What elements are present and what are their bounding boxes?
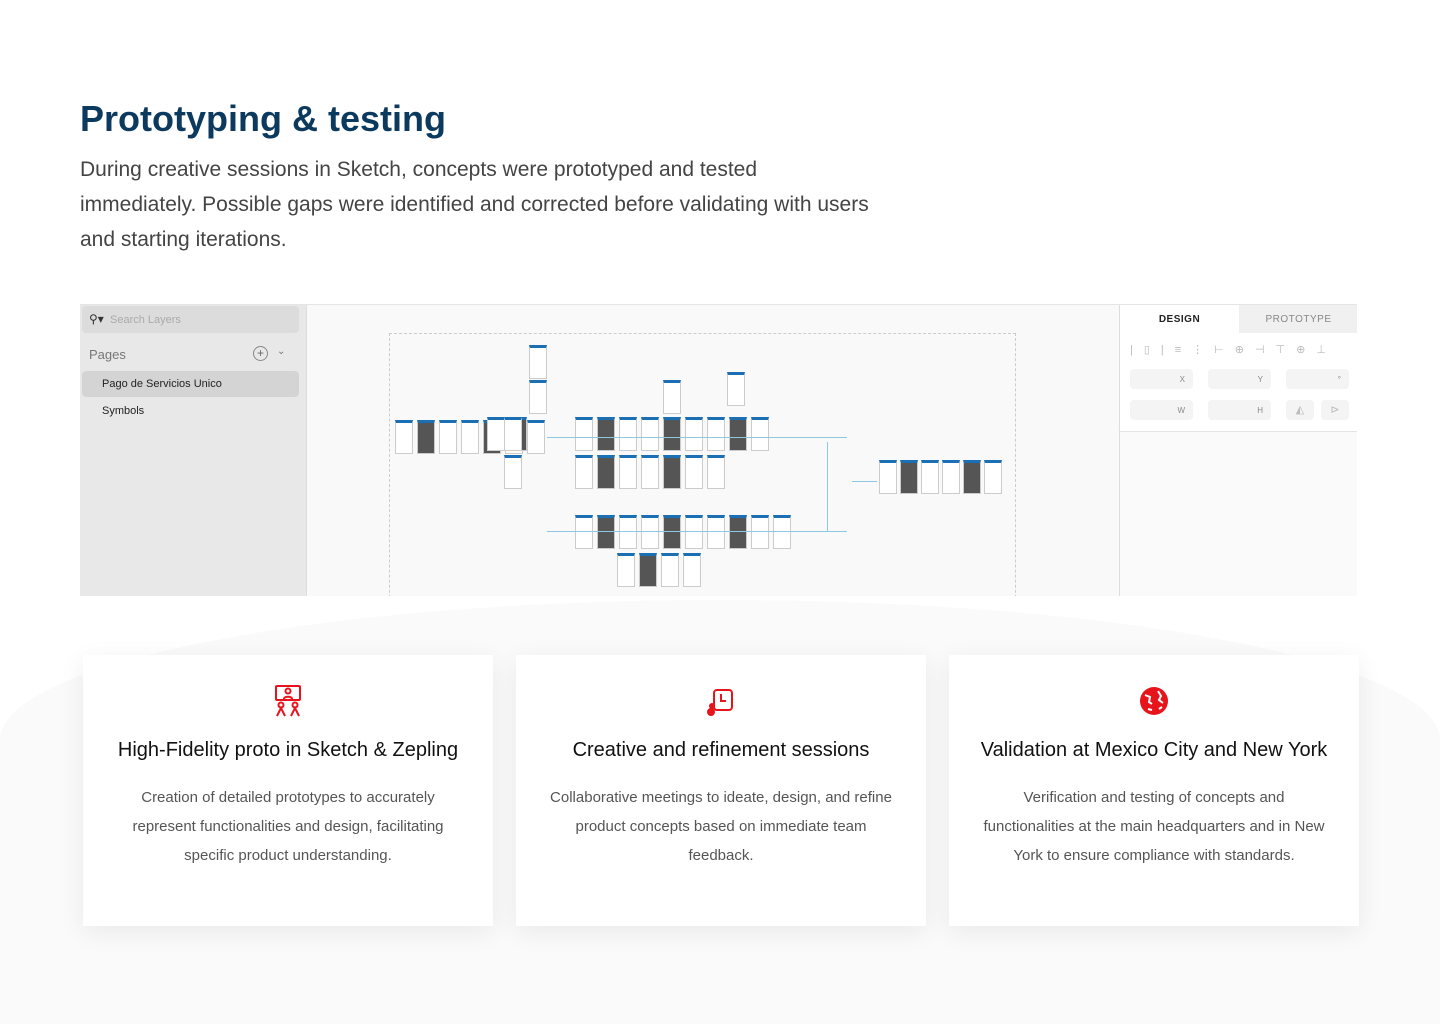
search-placeholder: Search Layers — [110, 314, 181, 326]
pages-label: Pages — [89, 347, 126, 362]
artboard-thumbnail[interactable] — [527, 420, 545, 454]
prototype-link — [547, 437, 847, 438]
width-field[interactable]: W — [1130, 400, 1193, 420]
artboard-thumbnail[interactable] — [663, 455, 681, 489]
y-field[interactable]: Y — [1208, 369, 1271, 389]
artboard-thumbnail[interactable] — [727, 372, 745, 406]
artboard-thumbnail[interactable] — [663, 417, 681, 451]
prototype-link — [547, 531, 847, 532]
artboard-thumbnail[interactable] — [575, 455, 593, 489]
artboard-thumbnail[interactable] — [879, 460, 897, 494]
artboard-thumbnail[interactable] — [685, 455, 703, 489]
page-item[interactable]: Pago de Servicios Unico — [82, 371, 299, 397]
artboard-thumbnail[interactable] — [575, 417, 593, 451]
artboard-thumbnail[interactable] — [417, 420, 435, 454]
artboard-thumbnail[interactable] — [707, 455, 725, 489]
chevron-down-icon[interactable]: ⌄ — [277, 346, 286, 357]
artboard-thumbnail[interactable] — [504, 417, 522, 451]
artboard-thumbnail[interactable] — [661, 553, 679, 587]
artboard-thumbnail[interactable] — [641, 515, 659, 549]
feature-card: Creative and refinement sessions Collabo… — [516, 655, 926, 926]
artboard-thumbnail[interactable] — [597, 417, 615, 451]
video-meeting-icon — [275, 685, 301, 717]
artboard-thumbnail[interactable] — [984, 460, 1002, 494]
card-body: Creation of detailed prototypes to accur… — [132, 789, 444, 864]
artboard-thumbnail[interactable] — [461, 420, 479, 454]
layers-sidebar: ⚲▾ Search Layers Pages + ⌄ Pago de Servic… — [80, 305, 307, 596]
artboard-thumbnail[interactable] — [395, 420, 413, 454]
flip-vertical-icon[interactable]: ⊳ — [1321, 400, 1349, 420]
prototype-link — [852, 481, 877, 482]
page-title: Prototyping & testing — [80, 98, 446, 139]
artboard-thumbnail[interactable] — [685, 515, 703, 549]
artboard-thumbnail[interactable] — [963, 460, 981, 494]
page-item[interactable]: Symbols — [102, 405, 145, 417]
artboard-thumbnail[interactable] — [619, 417, 637, 451]
artboard-thumbnail[interactable] — [487, 417, 505, 451]
artboard-thumbnail[interactable] — [729, 417, 747, 451]
artboard-thumbnail[interactable] — [597, 455, 615, 489]
artboard-thumbnail[interactable] — [439, 420, 457, 454]
artboard-thumbnail[interactable] — [619, 455, 637, 489]
artboard — [389, 333, 1016, 596]
card-body: Collaborative meetings to ideate, design… — [550, 789, 892, 864]
artboard-thumbnail[interactable] — [707, 417, 725, 451]
artboard-thumbnail[interactable] — [900, 460, 918, 494]
tab-prototype[interactable]: PROTOTYPE — [1239, 305, 1357, 333]
artboard-thumbnail[interactable] — [529, 380, 547, 414]
artboard-thumbnail[interactable] — [641, 455, 659, 489]
artboard-thumbnail[interactable] — [663, 380, 681, 414]
artboard-thumbnail[interactable] — [639, 553, 657, 587]
globe-icon — [1140, 687, 1168, 715]
align-tools-icon[interactable]: |▯|≡⋮⊢⊕⊣⊤⊕⊥ — [1130, 344, 1337, 356]
artboard-thumbnail[interactable] — [597, 515, 615, 549]
prototype-link — [827, 442, 828, 532]
canvas[interactable] — [307, 305, 1119, 596]
feature-card: High-Fidelity proto in Sketch & Zepling … — [83, 655, 493, 926]
artboard-thumbnail[interactable] — [619, 515, 637, 549]
add-page-icon[interactable]: + — [253, 346, 268, 361]
search-layers-input[interactable]: ⚲▾ Search Layers — [82, 306, 299, 333]
search-icon: ⚲▾ — [89, 312, 104, 326]
artboard-thumbnail[interactable] — [707, 515, 725, 549]
card-title: Creative and refinement sessions — [572, 739, 870, 761]
artboard-thumbnail[interactable] — [942, 460, 960, 494]
artboard-thumbnail[interactable] — [663, 515, 681, 549]
card-title: High-Fidelity proto in Sketch & Zepling — [117, 739, 459, 761]
artboard-thumbnail[interactable] — [504, 455, 522, 489]
inspector-panel: DESIGN PROTOTYPE |▯|≡⋮⊢⊕⊣⊤⊕⊥ X Y ° W H ◭… — [1119, 305, 1357, 432]
artboard-thumbnail[interactable] — [921, 460, 939, 494]
session-presentation-icon — [707, 689, 733, 716]
artboard-thumbnail[interactable] — [575, 515, 593, 549]
card-body: Verification and testing of concepts and… — [983, 789, 1325, 864]
artboard-thumbnail[interactable] — [751, 515, 769, 549]
flip-horizontal-icon[interactable]: ◭ — [1286, 400, 1314, 420]
intro-text: During creative sessions in Sketch, conc… — [80, 158, 869, 251]
rotation-field[interactable]: ° — [1286, 369, 1349, 389]
tab-design[interactable]: DESIGN — [1120, 305, 1239, 333]
artboard-thumbnail[interactable] — [529, 345, 547, 379]
card-title: Validation at Mexico City and New York — [980, 739, 1328, 761]
height-field[interactable]: H — [1208, 400, 1271, 420]
artboard-thumbnail[interactable] — [683, 553, 701, 587]
artboard-thumbnail[interactable] — [729, 515, 747, 549]
feature-card: Validation at Mexico City and New York V… — [949, 655, 1359, 926]
sketch-screenshot: ⚲▾ Search Layers Pages + ⌄ Pago de Servic… — [80, 304, 1357, 596]
artboard-thumbnail[interactable] — [685, 417, 703, 451]
artboard-thumbnail[interactable] — [617, 553, 635, 587]
artboard-thumbnail[interactable] — [641, 417, 659, 451]
inspector-body — [1119, 432, 1357, 596]
artboard-thumbnail[interactable] — [773, 515, 791, 549]
x-field[interactable]: X — [1130, 369, 1193, 389]
artboard-thumbnail[interactable] — [751, 417, 769, 451]
